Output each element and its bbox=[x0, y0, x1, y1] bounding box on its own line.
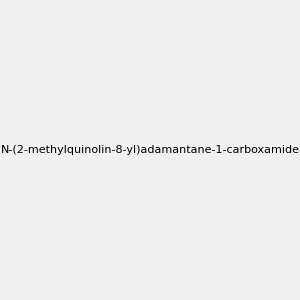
Text: N-(2-methylquinolin-8-yl)adamantane-1-carboxamide: N-(2-methylquinolin-8-yl)adamantane-1-ca… bbox=[1, 145, 299, 155]
